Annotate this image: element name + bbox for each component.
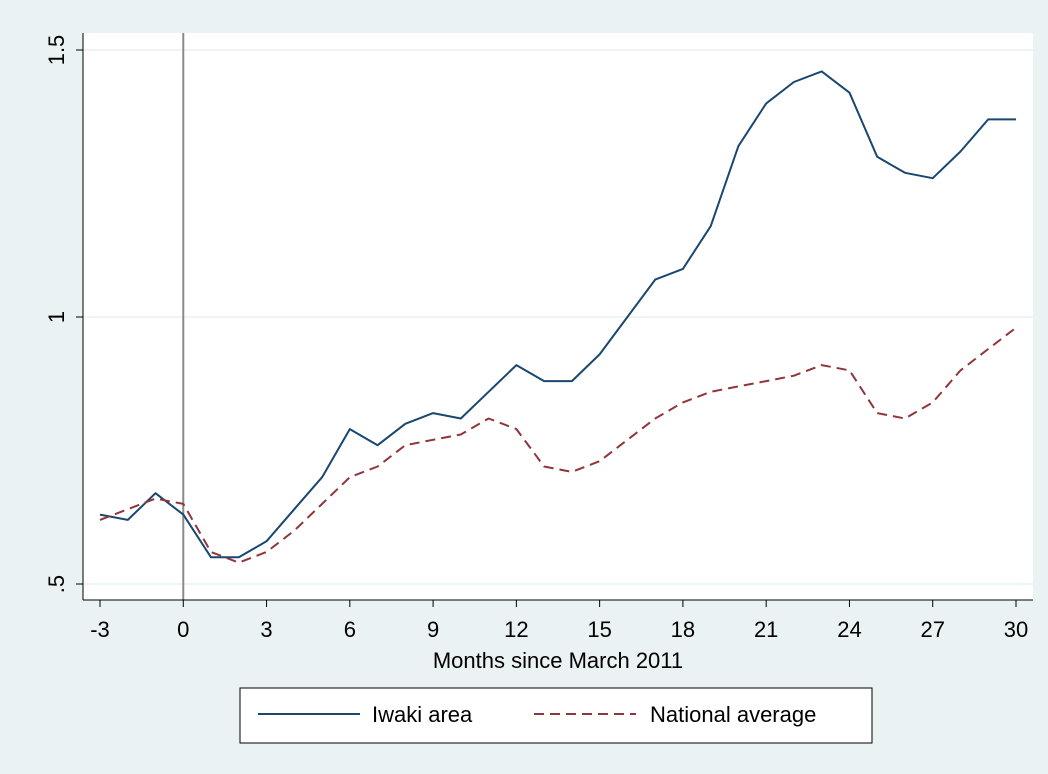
series-line-iwaki-area (99, 70, 1016, 559)
x-tick-label-2: 3 (260, 617, 272, 642)
x-tick-label-5: 12 (504, 617, 528, 642)
legend: Iwaki area National average (239, 687, 873, 744)
series-line-national-average (99, 326, 1017, 564)
grid-lines (83, 49, 1033, 585)
x-tick-label-10: 27 (920, 617, 944, 642)
series-lines (99, 70, 1017, 564)
y-tick-label-1: 1 (44, 311, 69, 323)
y-axis: .5 1 1.5 (44, 33, 84, 600)
x-tick-label-3: 6 (344, 617, 356, 642)
x-tick-label-9: 24 (837, 617, 861, 642)
y-tick-label-2: 1.5 (44, 35, 69, 66)
x-tick-label-8: 21 (754, 617, 778, 642)
x-axis: -3 0 3 6 9 12 15 18 21 24 27 30 (83, 599, 1033, 642)
x-axis-label: Months since March 2011 (433, 648, 683, 673)
legend-box (239, 687, 873, 744)
legend-label-iwaki-area: Iwaki area (372, 702, 473, 727)
x-tick-label-7: 18 (671, 617, 695, 642)
y-tick-label-0: .5 (44, 575, 69, 593)
x-tick-label-11: 30 (1004, 617, 1028, 642)
legend-label-national-average: National average (650, 702, 816, 727)
x-tick-label-0: -3 (90, 617, 110, 642)
x-tick-label-4: 9 (427, 617, 439, 642)
x-tick-label-1: 0 (177, 617, 189, 642)
x-tick-label-6: 15 (587, 617, 611, 642)
